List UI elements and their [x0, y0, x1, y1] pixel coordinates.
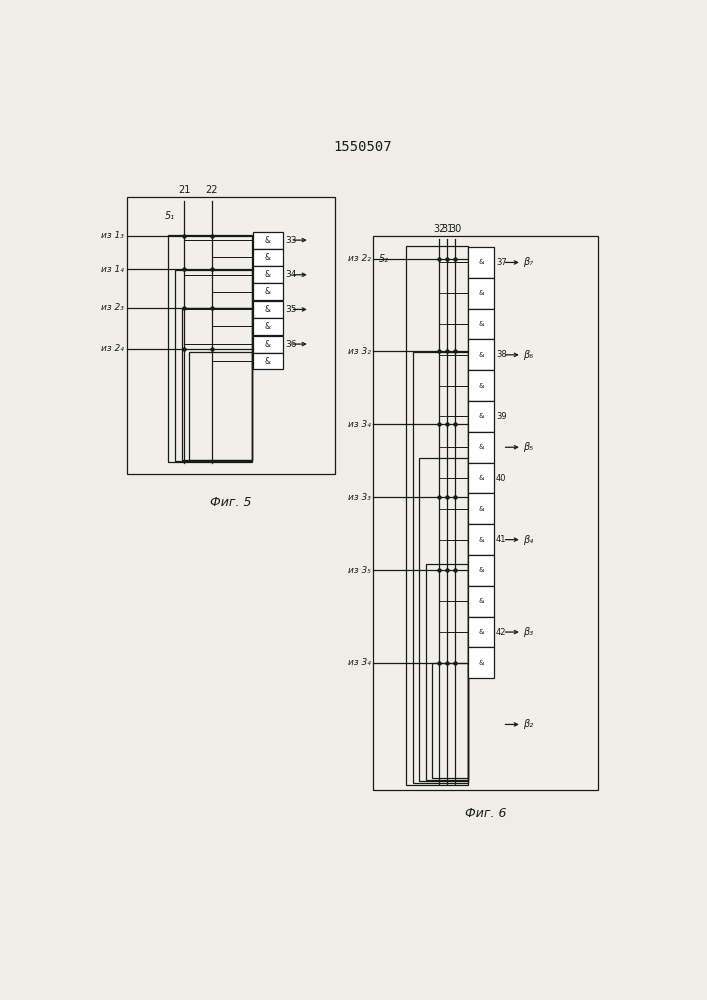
Text: Фиг. 5: Фиг. 5 — [210, 496, 252, 509]
Text: &: & — [265, 236, 271, 245]
Text: 32: 32 — [433, 224, 445, 234]
Text: &: & — [265, 253, 271, 262]
Text: &: & — [479, 629, 484, 635]
Bar — [253, 232, 283, 249]
Text: 38: 38 — [496, 350, 507, 359]
Bar — [168, 235, 252, 462]
Bar — [468, 463, 494, 493]
Bar — [127, 197, 335, 474]
Text: &: & — [265, 322, 271, 331]
Text: &: & — [479, 475, 484, 481]
Bar — [253, 283, 283, 300]
Text: β₂: β₂ — [523, 719, 534, 729]
Bar — [189, 352, 252, 460]
Text: &: & — [479, 506, 484, 512]
Text: &: & — [479, 259, 484, 265]
Bar — [253, 301, 283, 318]
Text: Фиг. 6: Фиг. 6 — [465, 807, 506, 820]
Text: &: & — [265, 340, 271, 349]
Bar — [253, 336, 283, 353]
Text: β₅: β₅ — [523, 442, 534, 452]
Text: из 3₅: из 3₅ — [348, 566, 370, 575]
Text: из 3₄: из 3₄ — [348, 658, 370, 667]
Text: 21: 21 — [178, 185, 190, 195]
Text: β₇: β₇ — [523, 257, 534, 267]
Text: из 3₂: из 3₂ — [348, 347, 370, 356]
Text: &: & — [479, 567, 484, 573]
Text: 42: 42 — [496, 628, 506, 637]
Text: 40: 40 — [496, 474, 506, 483]
Text: 33: 33 — [285, 236, 296, 245]
Bar — [468, 278, 494, 309]
Text: из 3₄: из 3₄ — [348, 420, 370, 429]
Text: β₆: β₆ — [523, 350, 534, 360]
Bar — [468, 370, 494, 401]
Text: из 2₃: из 2₃ — [101, 303, 124, 312]
Bar — [182, 308, 252, 460]
Bar — [468, 493, 494, 524]
Text: &: & — [479, 352, 484, 358]
Bar — [468, 247, 494, 278]
Bar — [253, 249, 283, 266]
Text: &: & — [479, 660, 484, 666]
Bar — [468, 309, 494, 339]
Text: из 2₂: из 2₂ — [348, 254, 370, 263]
Bar — [468, 339, 494, 370]
Text: 37: 37 — [496, 258, 507, 267]
Bar — [253, 266, 283, 283]
Bar — [253, 353, 283, 369]
Bar — [175, 270, 252, 461]
Text: 36: 36 — [285, 340, 296, 349]
Text: &: & — [479, 321, 484, 327]
Text: 1550507: 1550507 — [333, 140, 392, 154]
Text: &: & — [479, 413, 484, 419]
Text: 41: 41 — [496, 535, 506, 544]
Bar — [468, 617, 494, 647]
Text: из 1₃: из 1₃ — [101, 231, 124, 240]
Text: &: & — [265, 357, 271, 366]
Text: 31: 31 — [441, 224, 453, 234]
Bar — [468, 432, 494, 463]
Bar — [468, 401, 494, 432]
Bar — [468, 555, 494, 586]
Bar — [468, 647, 494, 678]
Text: 39: 39 — [496, 412, 507, 421]
Text: &: & — [265, 305, 271, 314]
Bar — [407, 246, 467, 785]
Bar — [433, 663, 467, 778]
Text: β₃: β₃ — [523, 627, 534, 637]
Text: 35: 35 — [285, 305, 296, 314]
Text: &: & — [479, 290, 484, 296]
Text: &: & — [265, 270, 271, 279]
Text: &: & — [479, 383, 484, 389]
Bar — [426, 564, 467, 780]
Text: 5₂: 5₂ — [379, 254, 389, 264]
Text: &: & — [479, 537, 484, 543]
Bar — [468, 586, 494, 617]
Text: 5₁: 5₁ — [165, 211, 175, 221]
Bar — [468, 524, 494, 555]
Bar — [419, 458, 467, 781]
Bar — [253, 318, 283, 335]
Bar — [413, 352, 467, 783]
Text: β₄: β₄ — [523, 535, 534, 545]
Text: &: & — [479, 444, 484, 450]
Text: 34: 34 — [285, 270, 296, 279]
Text: из 3₃: из 3₃ — [348, 493, 370, 502]
Text: &: & — [265, 287, 271, 296]
Text: из 2₄: из 2₄ — [101, 344, 124, 353]
Text: &: & — [479, 598, 484, 604]
Text: 30: 30 — [450, 224, 462, 234]
Text: 22: 22 — [206, 185, 218, 195]
Text: из 1₄: из 1₄ — [101, 265, 124, 274]
Bar — [373, 235, 598, 790]
